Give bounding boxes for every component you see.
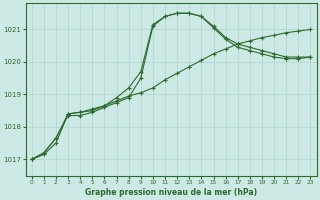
X-axis label: Graphe pression niveau de la mer (hPa): Graphe pression niveau de la mer (hPa) <box>85 188 257 197</box>
